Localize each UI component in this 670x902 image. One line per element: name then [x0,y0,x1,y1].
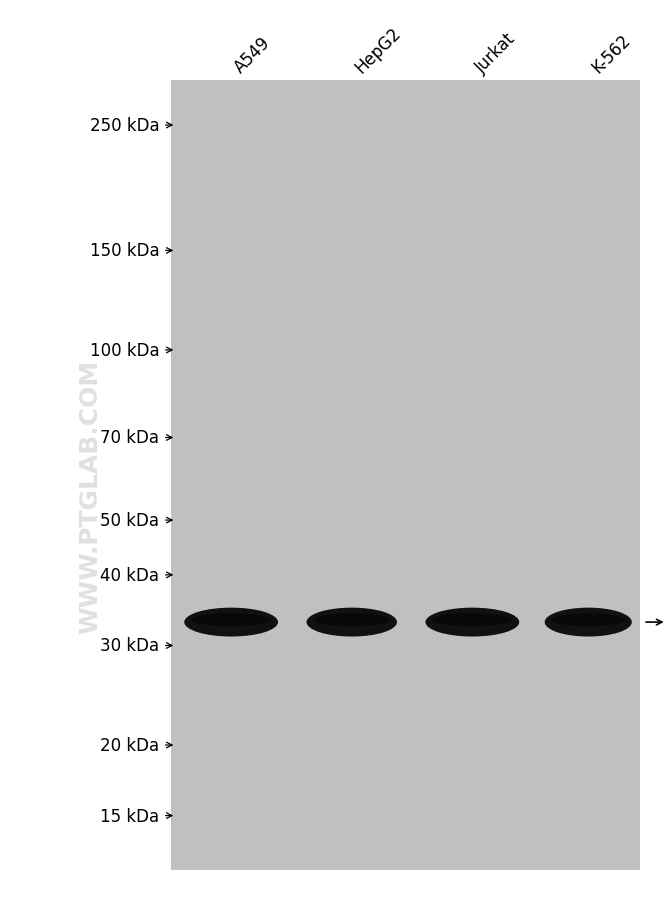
Text: 50 kDa: 50 kDa [100,511,159,529]
Text: HepG2: HepG2 [352,23,405,77]
Ellipse shape [306,608,397,637]
Text: 100 kDa: 100 kDa [90,342,159,360]
Bar [171,81,640,870]
Text: K-562: K-562 [588,31,634,77]
Text: 150 kDa: 150 kDa [90,242,159,260]
Text: 70 kDa: 70 kDa [100,429,159,447]
Ellipse shape [192,613,271,627]
Ellipse shape [314,613,390,627]
Text: 30 kDa: 30 kDa [100,637,159,655]
Text: 250 kDa: 250 kDa [90,117,159,135]
Text: 15 kDa: 15 kDa [100,806,159,824]
Text: Jurkat: Jurkat [472,30,519,77]
Text: A549: A549 [231,33,274,77]
Text: 20 kDa: 20 kDa [100,736,159,754]
Ellipse shape [184,608,278,637]
Ellipse shape [545,608,632,637]
Text: 40 kDa: 40 kDa [100,566,159,584]
Ellipse shape [433,613,512,627]
Ellipse shape [551,613,625,627]
Text: WWW.PTGLAB.COM: WWW.PTGLAB.COM [78,359,103,633]
Ellipse shape [425,608,519,637]
